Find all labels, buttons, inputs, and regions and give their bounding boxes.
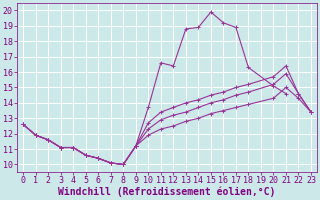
X-axis label: Windchill (Refroidissement éolien,°C): Windchill (Refroidissement éolien,°C) [58, 187, 276, 197]
